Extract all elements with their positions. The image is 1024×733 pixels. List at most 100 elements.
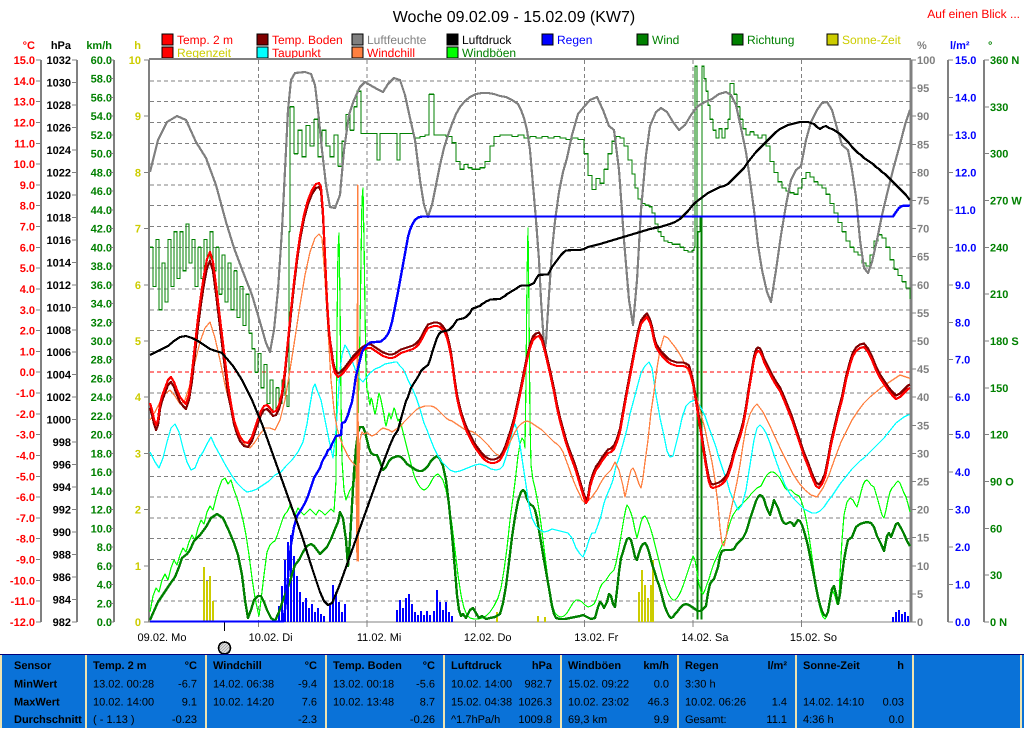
svg-text:1.4: 1.4 — [772, 697, 787, 709]
svg-text:h: h — [897, 660, 904, 672]
svg-text:240: 240 — [990, 242, 1008, 254]
svg-text:1000: 1000 — [47, 415, 71, 427]
svg-text:5: 5 — [135, 336, 141, 348]
svg-text:3:30 h: 3:30 h — [685, 679, 716, 691]
svg-text:54.0: 54.0 — [91, 111, 112, 123]
svg-text:10.02. 14:00: 10.02. 14:00 — [93, 697, 154, 709]
svg-text:12.0: 12.0 — [955, 167, 976, 179]
svg-text:7.0: 7.0 — [20, 222, 35, 234]
svg-text:50: 50 — [917, 336, 929, 348]
svg-text:Sonne-Zeit: Sonne-Zeit — [803, 660, 860, 672]
svg-text:-6.7: -6.7 — [178, 679, 197, 691]
svg-text:1.0: 1.0 — [955, 580, 970, 592]
svg-text:15.02. 09:22: 15.02. 09:22 — [568, 679, 629, 691]
svg-text:°C: °C — [185, 660, 197, 672]
svg-text:300: 300 — [990, 149, 1008, 161]
svg-text:44.0: 44.0 — [91, 205, 112, 217]
svg-text:h: h — [134, 40, 141, 52]
svg-text:Regen: Regen — [685, 660, 719, 672]
svg-text:58.0: 58.0 — [91, 74, 112, 86]
svg-text:120: 120 — [990, 430, 1008, 442]
svg-text:10.0: 10.0 — [14, 159, 35, 171]
svg-text:-11.0: -11.0 — [11, 596, 35, 608]
svg-text:50.0: 50.0 — [91, 149, 112, 161]
svg-text:20: 20 — [917, 505, 929, 517]
svg-text:10.02. 14:00: 10.02. 14:00 — [451, 679, 512, 691]
svg-text:7.6: 7.6 — [302, 697, 317, 709]
svg-text:0.0: 0.0 — [955, 617, 970, 629]
svg-text:Sensor: Sensor — [14, 660, 52, 672]
svg-text:4.0: 4.0 — [20, 284, 35, 296]
svg-text:1018: 1018 — [47, 212, 71, 224]
svg-text:15.02. 04:38: 15.02. 04:38 — [451, 697, 512, 709]
svg-text:6.0: 6.0 — [97, 561, 112, 573]
svg-text:( - 1.13 ): ( - 1.13 ) — [93, 714, 135, 726]
svg-text:14.02. 14:10: 14.02. 14:10 — [803, 697, 864, 709]
svg-text:Wind: Wind — [652, 33, 679, 47]
svg-text:Woche 09.02.09 - 15.02.09 (KW7: Woche 09.02.09 - 15.02.09 (KW7) — [393, 9, 636, 26]
svg-text:38.0: 38.0 — [91, 261, 112, 273]
svg-text:-7.0: -7.0 — [16, 513, 35, 525]
svg-text:30: 30 — [917, 448, 929, 460]
svg-text:8.7: 8.7 — [420, 697, 435, 709]
svg-text:4: 4 — [135, 392, 142, 404]
svg-text:52.0: 52.0 — [91, 130, 112, 142]
svg-text:5: 5 — [917, 589, 923, 601]
svg-text:34.0: 34.0 — [91, 299, 112, 311]
svg-text:0.0: 0.0 — [97, 617, 112, 629]
svg-text:Windböen: Windböen — [462, 46, 516, 60]
svg-text:90: 90 — [917, 111, 929, 123]
svg-text:l/m²: l/m² — [767, 660, 787, 672]
svg-text:-3.0: -3.0 — [16, 430, 35, 442]
svg-text:10.02. Di: 10.02. Di — [249, 632, 293, 644]
svg-text:30.0: 30.0 — [91, 336, 112, 348]
svg-text:09.02. Mo: 09.02. Mo — [138, 632, 187, 644]
svg-text:1004: 1004 — [47, 370, 72, 382]
svg-text:48.0: 48.0 — [91, 167, 112, 179]
svg-text:Gesamt:: Gesamt: — [685, 714, 727, 726]
svg-text:360 N: 360 N — [990, 55, 1019, 67]
svg-text:180 S: 180 S — [990, 336, 1019, 348]
svg-text:25: 25 — [917, 477, 929, 489]
svg-text:100: 100 — [917, 55, 935, 67]
svg-text:14.02. Sa: 14.02. Sa — [681, 632, 729, 644]
svg-text:l/m²: l/m² — [950, 40, 970, 52]
svg-text:10.02. 06:26: 10.02. 06:26 — [685, 697, 746, 709]
svg-text:15.0: 15.0 — [14, 55, 35, 67]
svg-text:12.02. Do: 12.02. Do — [464, 632, 512, 644]
svg-text:-10.0: -10.0 — [10, 575, 35, 587]
svg-text:-12.0: -12.0 — [10, 617, 35, 629]
svg-text:40: 40 — [917, 392, 929, 404]
svg-text:15: 15 — [917, 533, 929, 545]
svg-text:7: 7 — [135, 224, 141, 236]
svg-text:Luftfeuchte: Luftfeuchte — [367, 33, 427, 47]
svg-text:1030: 1030 — [47, 78, 71, 90]
svg-text:0 N: 0 N — [990, 617, 1007, 629]
svg-text:9.0: 9.0 — [20, 180, 35, 192]
svg-text:1006: 1006 — [47, 347, 71, 359]
svg-text:32.0: 32.0 — [91, 317, 112, 329]
svg-text:4:36 h: 4:36 h — [803, 714, 834, 726]
svg-text:60: 60 — [990, 523, 1002, 535]
svg-text:984: 984 — [53, 595, 72, 607]
svg-text:994: 994 — [53, 482, 72, 494]
svg-text:6.0: 6.0 — [20, 242, 35, 254]
svg-text:35: 35 — [917, 420, 929, 432]
svg-text:°C: °C — [423, 660, 435, 672]
svg-text:0: 0 — [917, 617, 923, 629]
svg-text:15.02. So: 15.02. So — [790, 632, 837, 644]
svg-text:Temp. Boden: Temp. Boden — [272, 33, 343, 47]
svg-text:95: 95 — [917, 83, 929, 95]
svg-text:8.0: 8.0 — [955, 317, 970, 329]
svg-text:8: 8 — [135, 167, 141, 179]
svg-text:36.0: 36.0 — [91, 280, 112, 292]
svg-text:65: 65 — [917, 252, 929, 264]
svg-text:0.0: 0.0 — [654, 679, 669, 691]
svg-text:°C: °C — [305, 660, 317, 672]
svg-text:11.0: 11.0 — [14, 138, 35, 150]
svg-text:22.0: 22.0 — [91, 411, 112, 423]
svg-text:Sonne-Zeit: Sonne-Zeit — [842, 33, 901, 47]
svg-text:2.0: 2.0 — [955, 542, 970, 554]
svg-text:3.0: 3.0 — [955, 505, 970, 517]
svg-text:210: 210 — [990, 289, 1008, 301]
